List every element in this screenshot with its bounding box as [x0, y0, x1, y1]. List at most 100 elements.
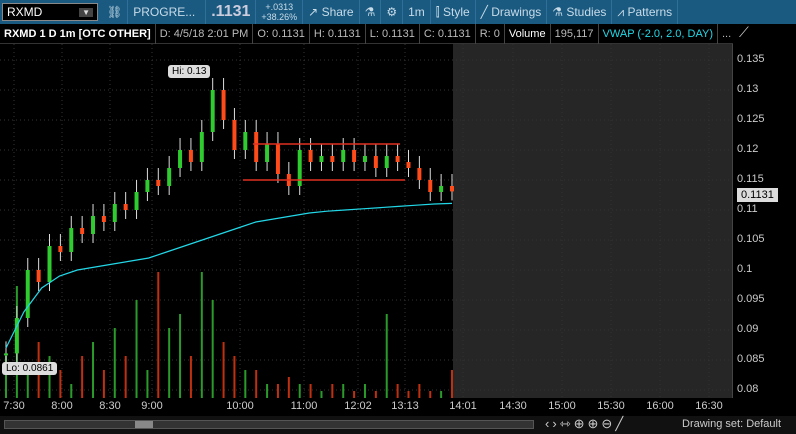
line-icon: ╱ [480, 5, 492, 19]
studies-button[interactable]: ⚗ Studies [547, 0, 613, 24]
symbol-input[interactable]: RXMD ▼ [2, 3, 98, 21]
volume-bar [124, 356, 127, 398]
candle [243, 132, 248, 150]
volume-bar [146, 370, 149, 398]
volume-bar [26, 370, 29, 398]
range: R: 0 [476, 23, 505, 44]
candle [167, 168, 172, 186]
candle [232, 120, 237, 150]
draw-line-icon[interactable]: ╱ [615, 416, 627, 431]
candle [265, 144, 270, 162]
volume-bar [353, 391, 356, 398]
candle [47, 246, 52, 282]
volume-bar [179, 314, 182, 398]
low: L: 0.1131 [366, 23, 420, 44]
candle [101, 216, 106, 222]
candle [406, 162, 411, 168]
style-label: Style [442, 5, 470, 19]
gear-icon: ⚙ [386, 5, 398, 19]
flask-icon: ⚗ [364, 5, 376, 19]
candle [4, 353, 8, 356]
time-tick: 14:01 [449, 400, 477, 412]
flask-icon: ⚗ [552, 5, 567, 19]
patterns-button[interactable]: ⩘ Patterns [612, 0, 679, 24]
volume-bar [407, 391, 410, 398]
share-button[interactable]: ↗ Share [303, 0, 360, 24]
expand-icon[interactable]: ⇿ [559, 416, 574, 431]
volume-bar [363, 384, 366, 398]
pan-right-icon[interactable]: › [552, 416, 560, 431]
drawings-label: Drawings [491, 5, 542, 19]
candle [319, 156, 324, 162]
zoom-in-icon[interactable]: ⊕ [587, 416, 602, 431]
scale-icon[interactable]: ⟋ [733, 24, 796, 44]
chevron-down-icon[interactable]: ▼ [79, 7, 93, 17]
candle [428, 180, 433, 192]
price-tick: 0.11 [737, 203, 758, 215]
volume-bar [255, 370, 258, 398]
candle [14, 318, 19, 354]
volume-bar [222, 342, 225, 398]
scroll-thumb[interactable] [135, 421, 153, 428]
volume-bar [189, 356, 192, 398]
time-axis[interactable]: 7:30 8:00 8:30 9:00 10:00 11:00 12:02 13:13 14:0… [0, 398, 733, 416]
drawing-set[interactable]: Drawing set: Default [682, 418, 782, 430]
volume-bar [266, 384, 269, 398]
aggregation-button[interactable]: 1m [403, 0, 431, 24]
candle [36, 270, 41, 282]
candle [145, 180, 150, 192]
crosshair-icon[interactable]: ⊕ [573, 416, 588, 431]
volume-bar [48, 356, 51, 398]
time-tick: 7:30 [3, 400, 25, 412]
volume-bar [135, 300, 138, 398]
price-chart[interactable] [0, 44, 733, 398]
volume-bar [418, 384, 421, 398]
change: +.0313 +38.26% [256, 0, 304, 24]
candle [450, 186, 454, 192]
scrollbar[interactable] [4, 420, 534, 429]
chart-title: RXMD 1 D 1m [OTC OTHER] [0, 23, 156, 44]
volume-bar [309, 384, 312, 398]
share-icon: ↗ [308, 5, 322, 19]
candle [25, 270, 30, 318]
close: C: 0.1131 [420, 23, 476, 44]
candle [91, 216, 96, 234]
candle [275, 144, 280, 174]
flask-button[interactable]: ⚗ [360, 0, 382, 24]
price-tick: 0.125 [737, 113, 765, 125]
pan-left-icon[interactable]: ‹ [545, 416, 553, 431]
link-icon[interactable]: ⛓ [102, 0, 129, 24]
future-area [453, 44, 732, 398]
volume-bar [211, 300, 214, 398]
candle [352, 150, 357, 162]
candle [80, 228, 85, 234]
candle [362, 156, 367, 162]
volume-bar [287, 377, 290, 398]
volume-bar [233, 356, 236, 398]
price-tick: 0.09 [737, 323, 759, 335]
candle [123, 204, 128, 210]
info-bar: RXMD 1 D 1m [OTC OTHER] D: 4/5/18 2:01 P… [0, 23, 737, 44]
time-tick: 14:30 [499, 400, 527, 412]
price-tick: 0.1 [737, 263, 753, 275]
open: O: 0.1131 [253, 23, 310, 44]
zoom-out-icon[interactable]: ⊖ [601, 416, 616, 431]
style-button[interactable]: ⫿ Style [431, 0, 476, 24]
price-axis[interactable]: 0.135 0.13 0.125 0.12 0.115 0.11 0.105 0.1 0.095… [734, 44, 796, 398]
time-tick: 15:00 [548, 400, 576, 412]
last-price-marker: 0.1131 [737, 188, 778, 202]
candle [112, 204, 117, 222]
time-tick: 8:00 [51, 400, 73, 412]
settings-button[interactable]: ⚙ [381, 0, 404, 24]
drawings-button[interactable]: ╱ Drawings [476, 0, 548, 24]
date: D: 4/5/18 2:01 PM [156, 23, 254, 44]
time-tick: 11:00 [290, 400, 318, 412]
candle [297, 150, 302, 186]
vwap-label[interactable]: VWAP (-2.0, 2.0, DAY) [599, 23, 718, 44]
volume-bar [331, 384, 334, 398]
volume-bar [200, 272, 203, 398]
time-tick: 10:00 [226, 400, 254, 412]
price-tick: 0.085 [737, 353, 765, 365]
candle [384, 156, 389, 168]
studies-label: Studies [566, 5, 607, 19]
